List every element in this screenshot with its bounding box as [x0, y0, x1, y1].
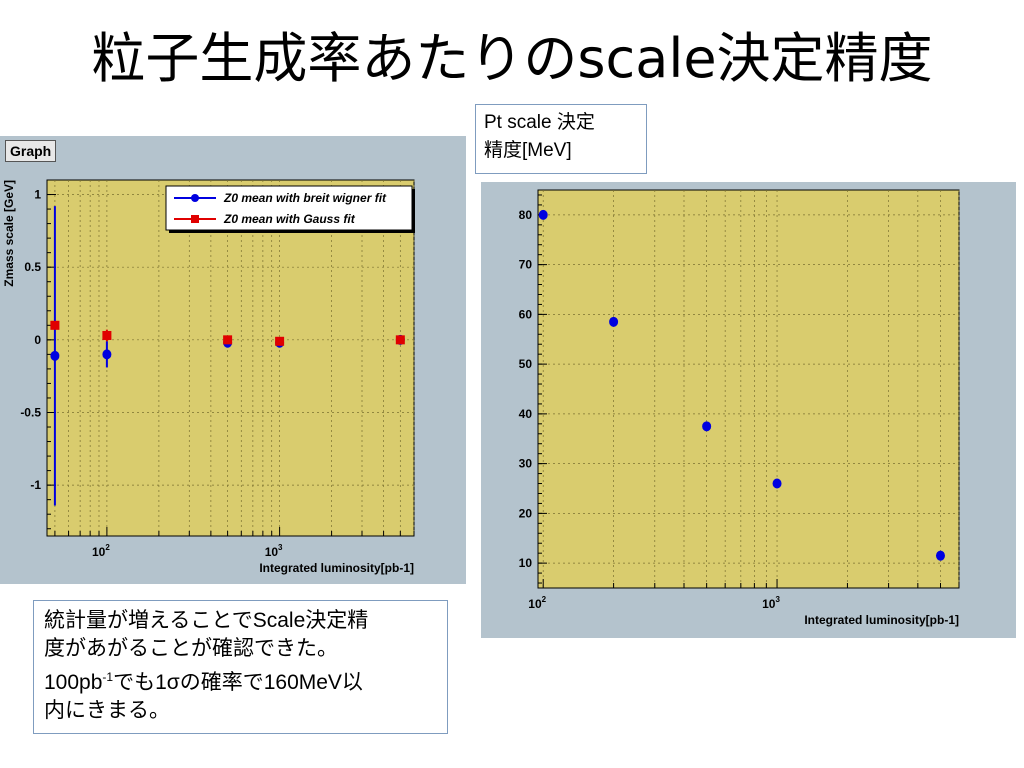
y-tick-label: 20 — [519, 506, 533, 520]
data-point-circle — [935, 550, 945, 561]
pt-scale-label-line1: Pt scale 決定 — [484, 112, 595, 133]
note-line-3-a: 100pb — [44, 671, 103, 694]
grid — [47, 179, 415, 536]
y-tick-label: -1 — [30, 478, 41, 492]
series-0 — [538, 209, 945, 561]
y-tick-label: 80 — [519, 208, 533, 222]
y-tick-label: 30 — [519, 457, 533, 471]
zmass-scale-chart: 1 0.5 0 -0.5 -1 102 103 Integrated luminosity[p… — [2, 179, 415, 575]
plot-area — [46, 179, 415, 537]
data-point-square — [223, 335, 233, 345]
legend-marker — [191, 215, 199, 223]
note-line-4: 内にきまる。 — [44, 699, 170, 722]
pt-scale-label-box: Pt scale 決定 精度[MeV] — [475, 104, 647, 174]
y-tick-label: 70 — [519, 258, 533, 272]
pt-scale-chart: 80 70 60 50 40 30 20 10 102 103 Integrated luminos… — [519, 189, 960, 627]
x-axis-title: Integrated luminosity[pb-1] — [804, 613, 959, 627]
data-point-square — [395, 335, 405, 345]
grid — [538, 190, 960, 588]
y-axis-title: Zmass scale [GeV] — [2, 180, 16, 287]
data-point-circle — [772, 478, 782, 489]
data-point-circle — [538, 209, 548, 220]
note-line-3-b: でも1σの確率で160MeV以 — [113, 671, 363, 694]
y-tick-label: 1 — [34, 188, 41, 202]
data-point-square — [50, 320, 60, 330]
right-chart-panel: 80 70 60 50 40 30 20 10 102 103 Integrated luminos… — [481, 182, 1016, 638]
note-line-1: 統計量が増えることでScale決定精 — [44, 609, 369, 632]
plot-area — [537, 189, 960, 589]
legend-entry: Z0 mean with breit wigner fit — [223, 191, 387, 205]
data-point-square — [102, 330, 112, 340]
y-tick-label: 50 — [519, 357, 533, 371]
slide-title: 粒子生成率あたりのscale決定精度 — [91, 27, 933, 90]
note-line-2: 度があがることが確認できた。 — [44, 637, 338, 660]
y-tick-label: 40 — [519, 407, 533, 421]
data-point-circle — [102, 349, 112, 360]
x-tick-label: 102 — [528, 595, 546, 611]
y-tick-label: 0.5 — [24, 260, 41, 274]
legend-box — [165, 185, 413, 231]
note-line-3: 100pb-1でも1σの確率で160MeV以 — [44, 663, 437, 697]
x-tick-label: 103 — [265, 543, 283, 559]
y-tick-label: -0.5 — [20, 405, 41, 419]
data-point-circle — [50, 350, 60, 361]
left-chart-panel: Graph 1 0.5 0 -0.5 -1 102 103 Integrated lumino… — [0, 136, 466, 584]
x-tick-label: 103 — [762, 595, 780, 611]
legend-entry: Z0 mean with Gauss fit — [223, 212, 356, 226]
x-tick-label: 102 — [92, 543, 110, 559]
graph-tag: Graph — [5, 140, 57, 162]
series-1 — [50, 320, 405, 346]
y-tick-label: 10 — [519, 556, 533, 570]
conclusion-note-box: 統計量が増えることでScale決定精 度があがることが確認できた。 100pb-… — [33, 600, 448, 734]
x-axis-title: Integrated luminosity[pb-1] — [259, 561, 414, 575]
legend-marker — [191, 194, 199, 202]
data-point-square — [275, 336, 285, 346]
y-tick-label: 60 — [519, 307, 533, 321]
y-tick-label: 0 — [34, 333, 41, 347]
data-point-circle — [702, 421, 712, 432]
note-line-3-sup: -1 — [102, 670, 114, 684]
data-point-circle — [609, 316, 619, 327]
pt-scale-label-line2: 精度[MeV] — [484, 140, 572, 161]
